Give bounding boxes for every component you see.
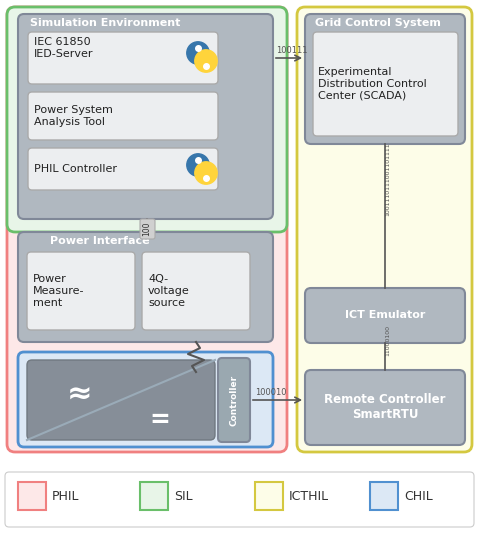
Bar (255, 482, 283, 510)
Text: CHIL: CHIL (404, 490, 433, 503)
FancyBboxPatch shape (5, 472, 474, 527)
Bar (140, 482, 168, 510)
FancyBboxPatch shape (28, 92, 218, 140)
Text: IEC 61850
IED-Server: IEC 61850 IED-Server (34, 37, 93, 59)
Text: Controller: Controller (229, 375, 239, 426)
Text: Remote Controller
SmartRTU: Remote Controller SmartRTU (324, 393, 446, 421)
Bar (370, 482, 398, 510)
FancyBboxPatch shape (218, 358, 250, 442)
FancyBboxPatch shape (305, 14, 465, 144)
FancyBboxPatch shape (18, 232, 273, 342)
Text: Simulation Environment: Simulation Environment (30, 18, 181, 28)
FancyBboxPatch shape (28, 32, 218, 84)
FancyBboxPatch shape (305, 288, 465, 343)
FancyBboxPatch shape (142, 252, 250, 330)
Text: ≈: ≈ (67, 381, 93, 410)
Text: ICT Emulator: ICT Emulator (345, 310, 425, 320)
Text: 100: 100 (142, 222, 151, 236)
Circle shape (187, 154, 209, 176)
FancyBboxPatch shape (7, 7, 287, 452)
FancyBboxPatch shape (27, 252, 135, 330)
FancyBboxPatch shape (28, 148, 218, 190)
Text: Power Interface: Power Interface (50, 236, 149, 246)
Text: Experimental
Distribution Control
Center (SCADA): Experimental Distribution Control Center… (318, 68, 427, 101)
Bar (18, 482, 46, 510)
Text: 11000100: 11000100 (386, 325, 390, 356)
Text: ICTHIL: ICTHIL (289, 490, 329, 503)
Text: PHIL: PHIL (52, 490, 80, 503)
FancyBboxPatch shape (18, 352, 273, 447)
FancyBboxPatch shape (18, 14, 273, 219)
Text: 100111: 100111 (276, 46, 308, 55)
FancyBboxPatch shape (313, 32, 458, 136)
Circle shape (195, 50, 217, 72)
Circle shape (195, 162, 217, 184)
Text: 1001110111001101111: 1001110111001101111 (386, 142, 390, 216)
Text: Power System
Analysis Tool: Power System Analysis Tool (34, 105, 113, 127)
Text: PHIL Controller: PHIL Controller (34, 164, 117, 174)
Text: 4Q-
voltage
source: 4Q- voltage source (148, 274, 190, 307)
FancyBboxPatch shape (305, 370, 465, 445)
Text: Grid Control System: Grid Control System (315, 18, 441, 28)
Text: =: = (149, 408, 171, 432)
FancyBboxPatch shape (27, 360, 215, 440)
FancyBboxPatch shape (7, 7, 287, 232)
Text: Power
Measure-
ment: Power Measure- ment (33, 274, 84, 307)
FancyBboxPatch shape (140, 219, 155, 239)
Text: 100010: 100010 (255, 388, 286, 397)
Circle shape (187, 42, 209, 64)
FancyBboxPatch shape (297, 7, 472, 452)
Text: SIL: SIL (174, 490, 193, 503)
